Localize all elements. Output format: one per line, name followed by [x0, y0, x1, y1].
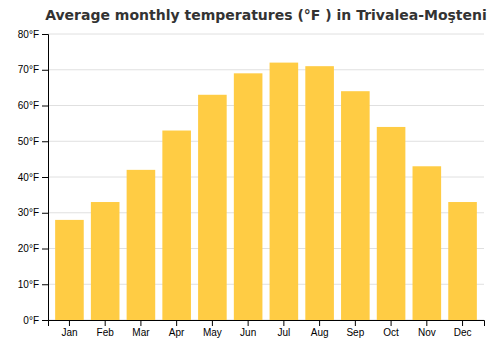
tick-mark	[42, 70, 48, 71]
tick: Apr	[169, 320, 185, 338]
grid-line	[48, 69, 484, 70]
tick-label: May	[203, 327, 222, 338]
tick-label: Aug	[311, 327, 329, 338]
tick-mark	[69, 320, 70, 326]
tick-label: Dec	[454, 327, 472, 338]
tick-mark	[391, 320, 392, 326]
tick-label: Oct	[383, 327, 399, 338]
tick: 60°F	[18, 100, 48, 111]
tick-mark	[283, 320, 284, 326]
bar	[413, 166, 442, 320]
tick: 20°F	[18, 243, 48, 254]
bar	[55, 220, 84, 320]
bar	[448, 202, 477, 320]
tick-label: 0°F	[23, 315, 39, 326]
bar	[162, 131, 191, 320]
tick-mark	[355, 320, 356, 326]
tick: 30°F	[18, 207, 48, 218]
grid-line	[48, 105, 484, 106]
axis-line	[42, 35, 49, 321]
tick-label: 10°F	[18, 279, 39, 290]
grid-line	[48, 34, 484, 35]
tick-mark	[462, 320, 463, 326]
bar	[270, 63, 299, 320]
tick-mark	[426, 320, 427, 326]
tick-mark	[105, 320, 106, 326]
tick: Mar	[132, 320, 150, 338]
tick-label: Apr	[169, 327, 185, 338]
tick-label: 40°F	[18, 172, 39, 183]
tick-mark	[212, 320, 213, 326]
tick-mark	[42, 177, 48, 178]
tick: 80°F	[18, 29, 48, 40]
bar	[305, 66, 334, 320]
y-axis: 0°F 10°F 20°F 30°F 40°F 50°F 60°F 70°F 80°F	[18, 29, 49, 326]
tick-label: Mar	[132, 327, 150, 338]
tick: 50°F	[18, 136, 48, 147]
tick-label: Feb	[97, 327, 115, 338]
title: Average monthly temperatures (°F ) in Tr…	[45, 7, 487, 23]
tick: Jul	[277, 320, 290, 338]
tick-label: 80°F	[18, 29, 39, 40]
tick: Dec	[454, 320, 472, 338]
axis-line	[49, 321, 485, 327]
grid	[48, 34, 484, 320]
tick-mark	[42, 213, 48, 214]
tick: May	[203, 320, 222, 338]
grid-line	[48, 141, 484, 142]
plot: 0°F 10°F 20°F 30°F 40°F 50°F 60°F 70°F 80°F Jan Fe…	[18, 29, 485, 338]
tick-label: Jul	[277, 327, 290, 338]
tick-mark	[42, 249, 48, 250]
tick-mark	[42, 141, 48, 142]
tick: Jun	[240, 320, 256, 338]
bar	[91, 202, 120, 320]
tick-mark	[176, 320, 177, 326]
chart: 0°F 10°F 20°F 30°F 40°F 50°F 60°F 70°F 80°F Jan Fe…	[0, 0, 500, 350]
tick-mark	[42, 34, 48, 35]
tick-mark	[140, 320, 141, 326]
tick-mark	[248, 320, 249, 326]
tick: 10°F	[18, 279, 48, 290]
tick-label: 70°F	[18, 64, 39, 75]
tick-mark	[42, 106, 48, 107]
tick-label: 60°F	[18, 100, 39, 111]
bar	[198, 95, 227, 320]
tick: 70°F	[18, 64, 48, 75]
tick-label: 50°F	[18, 136, 39, 147]
tick: Jan	[61, 320, 77, 338]
bars	[55, 63, 477, 320]
tick: Nov	[418, 320, 436, 338]
tick-mark	[319, 320, 320, 326]
tick: Sep	[346, 320, 364, 338]
tick-mark	[42, 284, 48, 285]
tick-label: 20°F	[18, 243, 39, 254]
tick: 0°F	[23, 315, 48, 326]
tick-label: Sep	[346, 327, 364, 338]
tick: Feb	[97, 320, 115, 338]
bar	[341, 91, 370, 320]
bar	[377, 127, 406, 320]
tick-label: Nov	[418, 327, 436, 338]
tick: 40°F	[18, 172, 48, 183]
tick-label: Jun	[240, 327, 256, 338]
tick-mark	[42, 320, 48, 321]
x-axis: Jan Feb Mar Apr May Jun Jul Aug Sep Oct Nov Dec	[49, 320, 485, 338]
tick-label: 30°F	[18, 207, 39, 218]
tick-label: Jan	[61, 327, 77, 338]
bar	[234, 73, 263, 320]
tick: Aug	[311, 320, 329, 338]
tick: Oct	[383, 320, 399, 338]
bar	[127, 170, 156, 320]
